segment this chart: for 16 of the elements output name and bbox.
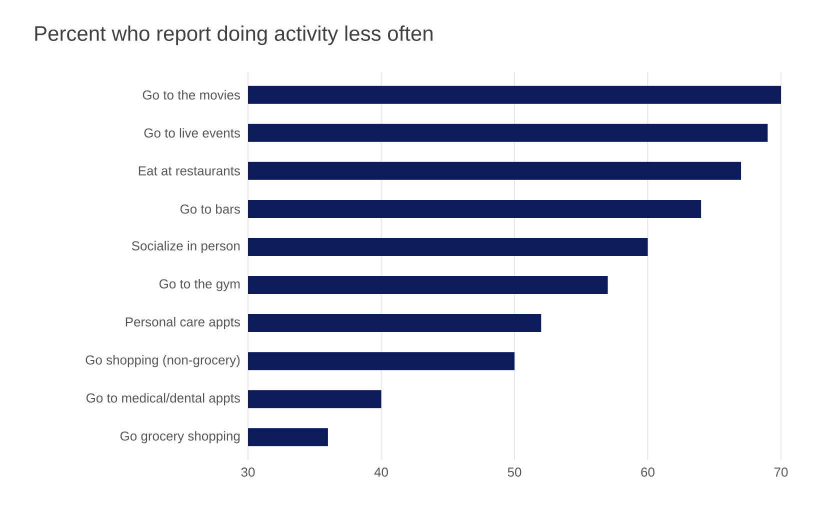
x-tick-label: 30 — [241, 468, 255, 477]
y-tick-label: Go to the movies — [142, 90, 240, 100]
y-tick-label: Go shopping (non-grocery) — [86, 355, 240, 368]
y-tick-label: Socialize in person — [132, 240, 240, 254]
y-tick-label: Go to bars — [180, 204, 240, 214]
x-tick-label: 50 — [508, 468, 522, 477]
chart-title: Percent who report doing activity less often — [35, 26, 432, 46]
x-tick-label: 60 — [641, 468, 654, 477]
y-tick-label: Eat at restaurants — [138, 166, 240, 176]
y-tick-label: Personal care appts — [126, 316, 240, 330]
y-tick-label: Go to medical/dental appts — [86, 393, 240, 406]
y-tick-label: Go to live events — [144, 128, 240, 138]
x-tick-label: 70 — [774, 468, 788, 477]
y-tick-label: Go grocery shopping — [120, 431, 240, 444]
x-tick-label: 40 — [374, 468, 388, 477]
y-tick-label: Go to the gym — [159, 278, 240, 292]
